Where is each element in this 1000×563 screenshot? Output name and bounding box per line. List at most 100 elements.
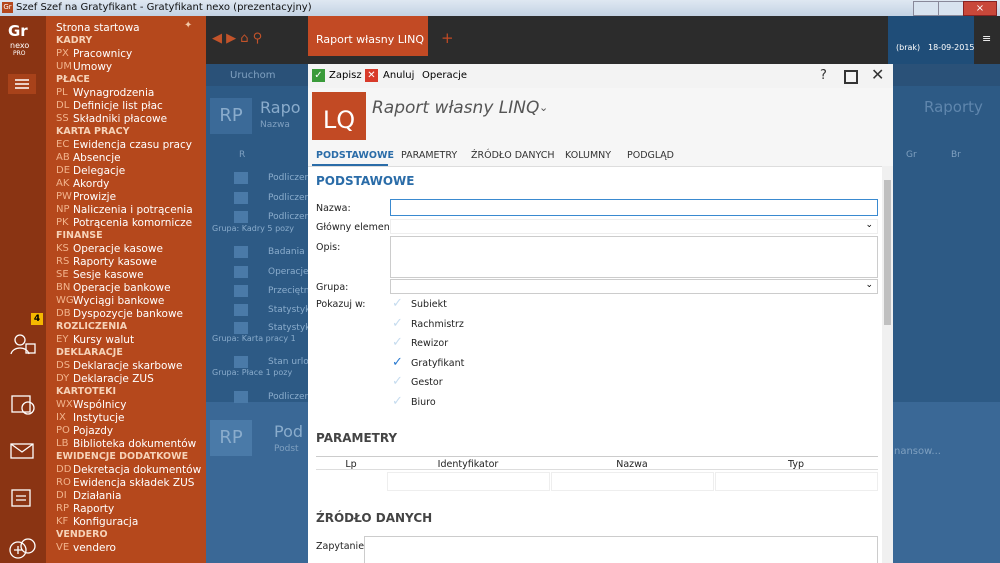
- date-button[interactable]: 18-09-2015: [928, 16, 975, 64]
- dialog-tab[interactable]: PARAMETRY: [401, 150, 458, 161]
- maximize-button[interactable]: [844, 70, 858, 84]
- operations-menu[interactable]: Operacje: [422, 70, 468, 81]
- menu-item[interactable]: DD Dekretacja dokumentów: [56, 464, 206, 477]
- user-button[interactable]: (brak): [888, 16, 928, 64]
- checkbox[interactable]: ✓: [392, 374, 403, 389]
- menu-item[interactable]: DL Definicje list płac: [56, 100, 206, 113]
- table-cell[interactable]: [387, 472, 550, 491]
- menu-label: Ewidencja czasu pracy: [73, 139, 192, 151]
- table-column-header: Lp: [345, 459, 357, 470]
- more-menu[interactable]: ≡: [982, 32, 992, 45]
- menu-label: vendero: [73, 542, 116, 554]
- bg-row-icon: [234, 285, 248, 297]
- description-textarea[interactable]: [390, 236, 878, 278]
- menu-label: Składniki płacowe: [73, 113, 168, 125]
- menu-item[interactable]: DS Deklaracje skarbowe: [56, 360, 206, 373]
- table-column-header: Nazwa: [616, 459, 648, 470]
- title-dropdown[interactable]: ⌄: [539, 101, 549, 114]
- menu-code: AB: [56, 152, 70, 163]
- menu-heading: VENDERO: [56, 529, 108, 540]
- menu-item[interactable]: EY Kursy walut: [56, 334, 206, 347]
- checkbox-label: Rewizor: [411, 338, 449, 349]
- top-bar: ◀ ▶ ⌂ ⚲ Raport własny LINQ + (brak) 18-0…: [206, 16, 1000, 64]
- checkbox-checked[interactable]: ✓: [392, 354, 403, 370]
- cancel-button[interactable]: Anuluj: [383, 70, 415, 81]
- menu-item[interactable]: SE Sesje kasowe: [56, 269, 206, 282]
- bg-lower-badge: RP: [210, 420, 252, 456]
- bg-subtitle: Nazwa: [260, 120, 290, 130]
- table-cell[interactable]: [715, 472, 878, 491]
- bg-row: Podliczen: [268, 193, 311, 203]
- dialog-header: [308, 88, 893, 144]
- query-textarea[interactable]: [364, 536, 878, 563]
- save-button[interactable]: Zapisz: [329, 70, 362, 81]
- menu-item[interactable]: DB Dyspozycje bankowe: [56, 308, 206, 321]
- menu-item[interactable]: BN Operacje bankowe: [56, 282, 206, 295]
- menu-item[interactable]: AK Akordy: [56, 178, 206, 191]
- menu-home[interactable]: Strona startowa: [56, 22, 140, 34]
- menu-item[interactable]: UM Umowy: [56, 61, 206, 74]
- menu-item[interactable]: LB Biblioteka dokumentów: [56, 438, 206, 451]
- icon-strip: Gr nexo PRO 4: [0, 16, 46, 563]
- dialog-title: Raport własny LINQ: [372, 98, 540, 118]
- main-element-select[interactable]: ⌄: [390, 219, 878, 234]
- bg-row: Stan urlop: [268, 357, 315, 367]
- menu-code: DB: [56, 308, 71, 319]
- menu-item[interactable]: KS Operacje kasowe: [56, 243, 206, 256]
- menu-item[interactable]: NP Naliczenia i potrącenia: [56, 204, 206, 217]
- group-select[interactable]: ⌄: [390, 279, 878, 294]
- menu-item[interactable]: WX Wspólnicy: [56, 399, 206, 412]
- nav-arrows[interactable]: ◀ ▶ ⌂ ⚲: [212, 31, 263, 46]
- menu-item[interactable]: EC Ewidencja czasu pracy: [56, 139, 206, 152]
- bg-row-icon: [234, 304, 248, 316]
- menu-item[interactable]: DI Działania: [56, 490, 206, 503]
- menu-code: PL: [56, 87, 68, 98]
- menu-item[interactable]: WG Wyciągi bankowe: [56, 295, 206, 308]
- menu-item[interactable]: VE vendero: [56, 542, 206, 555]
- close-button[interactable]: ✕: [871, 65, 885, 84]
- nav-icons[interactable]: [8, 328, 38, 563]
- window-controls[interactable]: ×: [913, 1, 997, 16]
- menu-item[interactable]: PX Pracownicy: [56, 48, 206, 61]
- pin-icon[interactable]: ✦: [184, 20, 193, 31]
- bg-row-icon: [234, 192, 248, 204]
- name-input[interactable]: [390, 199, 878, 216]
- menu-item[interactable]: RS Raporty kasowe: [56, 256, 206, 269]
- menu-item[interactable]: PK Potrącenia komornicze: [56, 217, 206, 230]
- bg-row: Grupa: Kadry 5 pozy: [212, 224, 294, 233]
- menu-item[interactable]: DY Deklaracje ZUS: [56, 373, 206, 386]
- menu-item[interactable]: KF Konfiguracja: [56, 516, 206, 529]
- menu-item[interactable]: PW Prowizje: [56, 191, 206, 204]
- menu-label: Potrącenia komornicze: [73, 217, 193, 229]
- tab-label: Raport własny LINQ: [316, 33, 425, 46]
- checkbox[interactable]: ✓: [392, 393, 403, 409]
- menu-toggle[interactable]: [8, 74, 36, 94]
- help-button[interactable]: ?: [820, 68, 827, 83]
- menu-item[interactable]: PL Wynagrodzenia: [56, 87, 206, 100]
- menu-label: Operacje kasowe: [73, 243, 163, 255]
- checkbox[interactable]: ✓: [392, 335, 403, 350]
- dialog-tab[interactable]: KOLUMNY: [565, 150, 612, 161]
- menu-code: NP: [56, 204, 70, 215]
- menu-item[interactable]: DE Delegacje: [56, 165, 206, 178]
- scrollbar[interactable]: [882, 166, 893, 563]
- menu-item[interactable]: RP Raporty: [56, 503, 206, 516]
- menu-item[interactable]: SS Składniki płacowe: [56, 113, 206, 126]
- new-tab[interactable]: +: [441, 29, 454, 47]
- dialog-tab[interactable]: PODSTAWOWE: [316, 150, 394, 161]
- menu-label: Akordy: [73, 178, 110, 190]
- active-tab-underline: [312, 164, 388, 166]
- dialog-tab[interactable]: PODGLĄD: [627, 150, 674, 161]
- menu-item[interactable]: PO Pojazdy: [56, 425, 206, 438]
- dialog-tab[interactable]: ŹRÓDŁO DANYCH: [471, 150, 555, 161]
- menu-item[interactable]: AB Absencje: [56, 152, 206, 165]
- table-cell[interactable]: [551, 472, 714, 491]
- notification-badge: 4: [31, 313, 43, 325]
- menu-label: Ewidencja składek ZUS: [73, 477, 195, 489]
- menu-item[interactable]: RO Ewidencja składek ZUS: [56, 477, 206, 490]
- menu-item[interactable]: IX Instytucje: [56, 412, 206, 425]
- active-tab[interactable]: Raport własny LINQ: [308, 16, 428, 56]
- checkbox[interactable]: ✓: [392, 315, 403, 331]
- menu-label: Działania: [73, 490, 122, 502]
- checkbox[interactable]: ✓: [392, 296, 403, 311]
